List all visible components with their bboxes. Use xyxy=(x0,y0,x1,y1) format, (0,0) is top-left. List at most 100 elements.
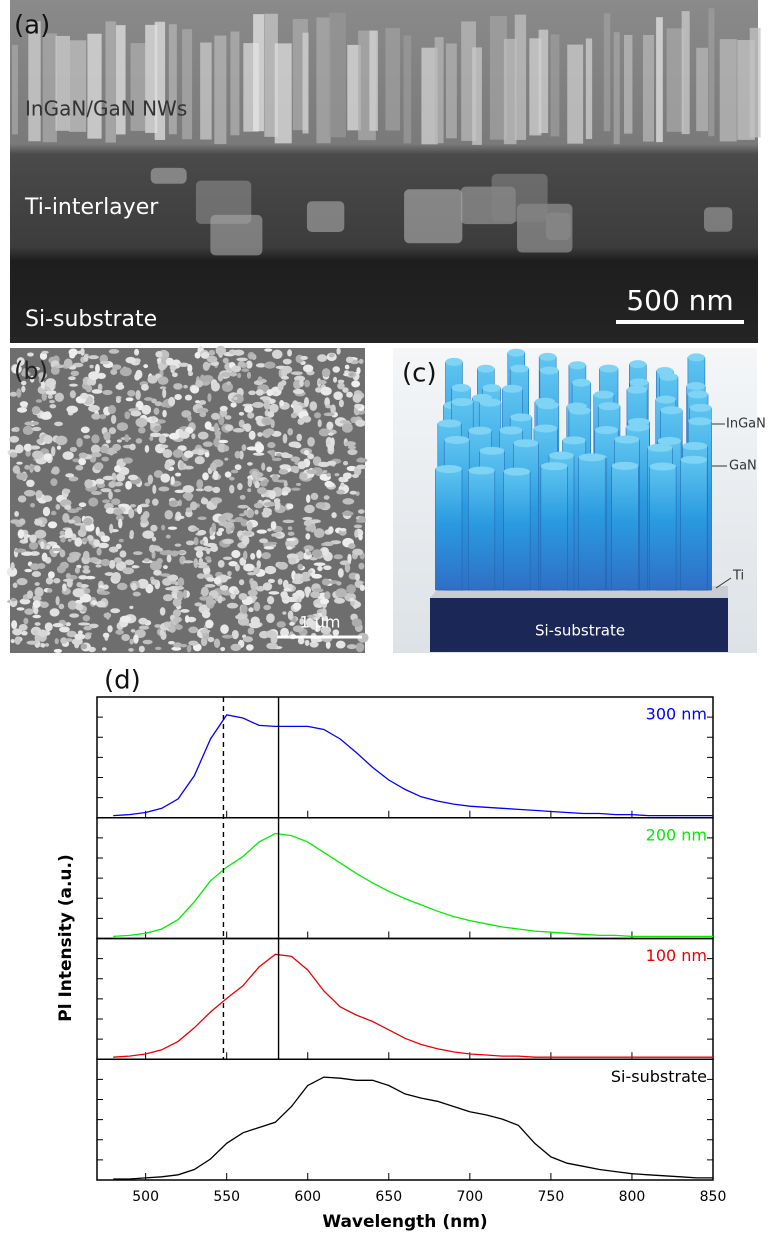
pillar-cap xyxy=(572,379,591,387)
grain xyxy=(75,567,80,573)
pillar-cap xyxy=(660,406,682,414)
grain xyxy=(224,445,230,451)
grain xyxy=(84,588,90,594)
grain xyxy=(108,481,115,488)
grain xyxy=(161,525,165,531)
nanowire xyxy=(214,36,226,145)
grain xyxy=(334,598,345,604)
grain xyxy=(225,415,232,419)
grain xyxy=(83,435,90,439)
grain xyxy=(152,485,156,494)
grain xyxy=(248,627,255,634)
grain xyxy=(101,559,110,566)
grain xyxy=(160,573,170,577)
grain xyxy=(18,529,25,538)
grain xyxy=(346,357,354,363)
grain xyxy=(281,376,289,380)
grain xyxy=(41,643,45,648)
grain xyxy=(266,466,272,472)
grain xyxy=(140,514,147,523)
grain xyxy=(101,457,109,462)
grain xyxy=(29,542,38,550)
grain xyxy=(93,539,100,547)
grain xyxy=(275,501,280,510)
grain xyxy=(333,391,343,400)
grain xyxy=(492,174,548,222)
grain xyxy=(224,458,228,461)
grain xyxy=(163,449,173,458)
grain xyxy=(354,404,362,409)
grain xyxy=(13,582,18,588)
grain xyxy=(73,588,85,597)
x-axis-label: Wavelength (nm) xyxy=(322,1212,487,1232)
grain xyxy=(200,592,208,595)
grain xyxy=(248,589,258,596)
grain xyxy=(214,577,221,585)
grain xyxy=(230,644,241,651)
grain xyxy=(32,615,41,619)
grain xyxy=(198,432,209,440)
layer-label: InGaN xyxy=(726,417,766,432)
grain xyxy=(236,358,248,362)
pillar xyxy=(435,469,462,590)
grain xyxy=(50,608,60,616)
grain xyxy=(206,548,210,554)
grain xyxy=(111,498,120,505)
grain xyxy=(183,485,194,493)
grain xyxy=(68,376,76,380)
pillar-cap xyxy=(540,366,559,374)
grain xyxy=(248,607,253,612)
grain xyxy=(288,610,294,620)
grain xyxy=(20,401,28,407)
grain xyxy=(266,643,278,650)
grain xyxy=(29,535,36,543)
grain xyxy=(188,371,193,376)
grain xyxy=(336,490,345,495)
grain xyxy=(207,356,218,363)
grain xyxy=(304,397,309,407)
grain xyxy=(17,407,27,412)
grain xyxy=(347,644,357,649)
grain xyxy=(223,521,234,528)
grain xyxy=(32,427,42,431)
grain xyxy=(67,579,73,588)
grain xyxy=(68,539,72,542)
grain xyxy=(78,458,86,465)
grain xyxy=(203,441,213,447)
grain xyxy=(95,478,104,484)
grain xyxy=(240,495,246,500)
grain xyxy=(211,413,220,420)
grain xyxy=(290,456,300,462)
pillar-cap xyxy=(612,462,639,470)
grain xyxy=(65,473,74,477)
nanowire xyxy=(656,17,663,142)
grain xyxy=(241,604,248,614)
grain xyxy=(323,542,334,547)
grain xyxy=(109,524,113,534)
panel-label: (b) xyxy=(14,357,48,385)
y-axis-label: Pl Intensity (a.u.) xyxy=(56,854,76,1022)
grain xyxy=(288,532,295,536)
grain xyxy=(305,589,309,598)
grain xyxy=(312,549,323,558)
grain xyxy=(305,640,310,646)
grain xyxy=(11,620,17,629)
x-tick-label: 550 xyxy=(213,1189,240,1205)
grain xyxy=(249,431,256,440)
grain xyxy=(212,487,220,493)
grain xyxy=(110,608,120,613)
grain xyxy=(82,569,90,574)
grain xyxy=(24,569,32,572)
grain xyxy=(268,591,279,595)
grain xyxy=(247,488,251,492)
grain xyxy=(332,366,340,372)
pillar-cap xyxy=(648,444,673,452)
grain xyxy=(63,451,74,460)
grain xyxy=(66,406,78,413)
grain xyxy=(272,350,283,359)
grain xyxy=(69,384,78,387)
pillar-cap xyxy=(630,378,649,386)
grain xyxy=(69,348,78,355)
grain xyxy=(242,424,250,430)
grain xyxy=(21,386,25,393)
